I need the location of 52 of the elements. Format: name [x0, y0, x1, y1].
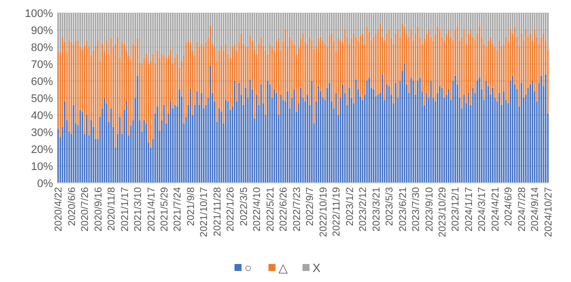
x-tick-label: 2021/9/8 [186, 186, 197, 226]
x-tick-label: 2023/1/2 [344, 186, 356, 226]
y-tick-label: 50% [30, 92, 54, 105]
legend-label: △ [278, 261, 288, 276]
x-tick-label: 2021/4/17 [146, 186, 158, 232]
x-tick-label: 2022/11/19 [332, 186, 343, 236]
y-tick-label: 100% [24, 8, 54, 20]
x-tick-label: 2022/10/19 [318, 186, 330, 238]
y-tick-label: 60% [30, 76, 54, 88]
y-tick-label: 0% [37, 178, 54, 190]
x-tick-label: 2020/4/22 [54, 186, 65, 232]
y-tick-label: 90% [30, 24, 54, 37]
x-tick-label: 2023/6/21 [398, 186, 409, 232]
x-tick-label: 2024/9/14 [530, 186, 542, 232]
x-tick-label: 2023/2/12 [358, 186, 370, 232]
x-tick-label: 2024/10/27 [543, 186, 554, 238]
x-tick-label: 2021/5/29 [160, 186, 171, 232]
x-tick-label: 2022/4/10 [252, 186, 264, 232]
x-tick-label: 2021/3/10 [133, 186, 144, 232]
x-tick-label: 2021/7/24 [172, 186, 184, 232]
x-tick-label: 2022/7/23 [292, 186, 303, 232]
y-tick-label: 30% [30, 126, 54, 139]
x-tick-label: 2020/11/8 [106, 186, 118, 231]
x-tick-label: 2024/1/17 [464, 186, 475, 232]
x-tick-label: 2023/12/1 [450, 186, 462, 232]
x-tick-label: 2022/1/26 [226, 186, 237, 232]
legend-label: ○ [244, 261, 252, 276]
y-tick-label: 80% [30, 42, 54, 54]
x-tick-label: 2020/7/26 [80, 186, 92, 232]
x-tick-label: 2022/3/5 [238, 186, 250, 226]
y-tick-label: 40% [30, 110, 54, 122]
x-tick-label: 2020/9/16 [93, 186, 104, 232]
x-tick-label: 2020/6/6 [66, 186, 78, 226]
y-tick-label: 10% [30, 160, 54, 173]
x-tick-label: 2021/11/28 [212, 186, 224, 236]
legend-label: X [312, 261, 321, 276]
y-tick-label: 20% [30, 144, 54, 156]
x-tick-label: 2021/1/17 [120, 186, 131, 232]
x-tick-label: 2023/3/21 [371, 186, 382, 232]
x-tick-label: 2024/3/17 [477, 186, 488, 232]
x-tick-label: 2022/6/26 [278, 186, 290, 232]
x-tick-label: 2024/6/9 [504, 186, 515, 226]
y-tick-label: 70% [30, 58, 54, 71]
x-tick-label: 2021/10/17 [199, 186, 210, 238]
x-tick-label: 2024/4/21 [490, 186, 502, 232]
x-tick-label: 2022/9/7 [305, 186, 316, 226]
x-tick-label: 2022/5/21 [265, 186, 276, 232]
x-tick-label: 2023/10/29 [437, 186, 448, 238]
x-tick-label: 2024/7/28 [516, 186, 528, 232]
x-tick-label: 2023/9/10 [424, 186, 436, 232]
x-tick-label: 2023/7/30 [411, 186, 422, 232]
x-tick-label: 2023/5/3 [384, 186, 396, 226]
